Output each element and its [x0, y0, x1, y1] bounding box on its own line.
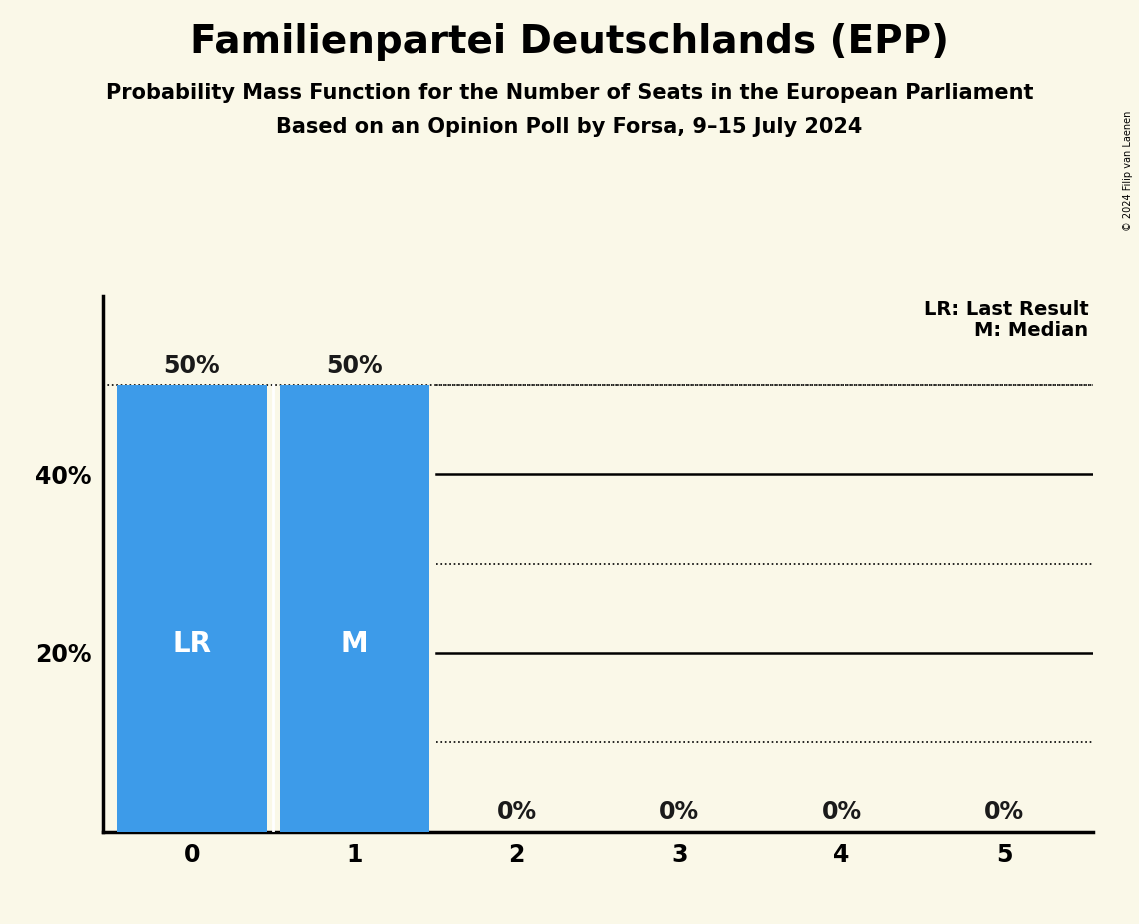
Bar [279, 385, 429, 832]
Text: Familienpartei Deutschlands (EPP): Familienpartei Deutschlands (EPP) [190, 23, 949, 61]
Text: 0%: 0% [984, 800, 1024, 824]
Text: 0%: 0% [497, 800, 536, 824]
Text: 50%: 50% [326, 354, 383, 378]
Text: Probability Mass Function for the Number of Seats in the European Parliament: Probability Mass Function for the Number… [106, 83, 1033, 103]
Text: 0%: 0% [821, 800, 862, 824]
Text: M: M [341, 630, 368, 658]
Text: LR: Last Result: LR: Last Result [924, 300, 1089, 319]
Text: © 2024 Filip van Laenen: © 2024 Filip van Laenen [1123, 111, 1133, 231]
Bar [117, 385, 267, 832]
Text: Based on an Opinion Poll by Forsa, 9–15 July 2024: Based on an Opinion Poll by Forsa, 9–15 … [277, 117, 862, 138]
Text: 0%: 0% [659, 800, 699, 824]
Text: M: Median: M: Median [975, 321, 1089, 340]
Text: 50%: 50% [164, 354, 220, 378]
Text: LR: LR [172, 630, 212, 658]
